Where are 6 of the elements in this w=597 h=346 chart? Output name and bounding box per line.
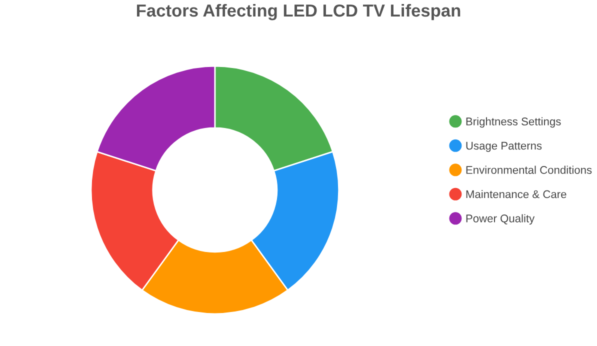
legend-label: Maintenance & Care xyxy=(466,190,566,198)
legend-label: Usage Patterns xyxy=(466,142,542,152)
legend-label: Environmental Conditions xyxy=(466,166,592,174)
chart-title: Factors Affecting LED LCD TV Lifespan xyxy=(136,4,460,20)
legend-label: Power Quality xyxy=(466,214,535,225)
legend-label: Brightness Settings xyxy=(466,117,561,128)
